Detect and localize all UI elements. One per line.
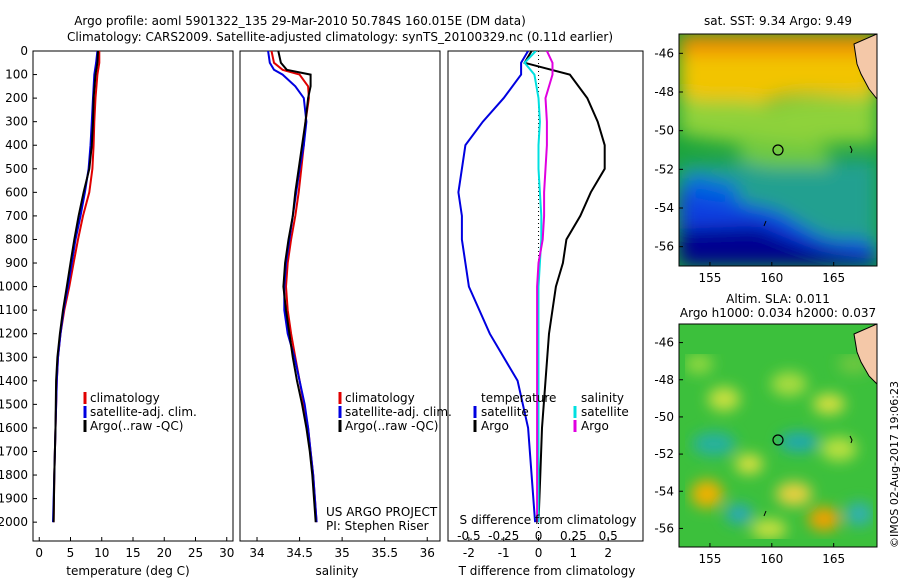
temp-line-argo xyxy=(52,51,99,523)
diff-x-tick-3: 1 xyxy=(570,546,578,560)
sst-map-ytick-5: -56 xyxy=(654,240,674,254)
sal-x-tick-4: 36 xyxy=(420,546,435,560)
depth-tick-17: 1700 xyxy=(0,444,28,458)
diff-line-t-argo xyxy=(523,51,606,523)
diff-xlabel: T difference from climatology xyxy=(458,564,636,578)
diff-legend-s-argo: Argo xyxy=(581,419,609,433)
sal-legend-climatology: climatology xyxy=(345,391,415,405)
depth-tick-9: 900 xyxy=(5,256,28,270)
diff-line-s-satellite xyxy=(523,51,543,523)
sst-map-xtick-2: 165 xyxy=(822,271,845,285)
sla-map-xtick-1: 160 xyxy=(760,552,783,566)
diff-x-tick-1: -1 xyxy=(498,546,510,560)
sla-map-ytick-1: -48 xyxy=(654,373,674,387)
diff-x2-tick-3: 0.25 xyxy=(560,529,587,543)
temp-x-tick-1: 5 xyxy=(67,546,75,560)
depth-tick-6: 600 xyxy=(5,185,28,199)
sst-map-ytick-0: -46 xyxy=(654,46,674,60)
sal-x-tick-1: 34.5 xyxy=(286,546,313,560)
sst-map-title: sat. SST: 9.34 Argo: 9.49 xyxy=(703,14,853,28)
depth-tick-10: 1000 xyxy=(0,280,28,294)
diff-line-s-argo xyxy=(536,51,554,523)
diff-x2-tick-1: -0.25 xyxy=(488,529,519,543)
diff-x2-tick-4: 0.5 xyxy=(599,529,618,543)
depth-tick-11: 1100 xyxy=(0,303,28,317)
temp-x-tick-3: 15 xyxy=(125,546,140,560)
diff-x-tick-4: 2 xyxy=(604,546,612,560)
sal-x-tick-3: 35.5 xyxy=(371,546,398,560)
sst-map-xtick-1: 160 xyxy=(760,271,783,285)
diff-x2-tick-2: 0 xyxy=(535,529,543,543)
temp-x-tick-0: 0 xyxy=(35,546,43,560)
temp-legend-climatology: climatology xyxy=(90,391,160,405)
sal-line-argo xyxy=(277,51,317,523)
sst-map xyxy=(678,33,878,267)
sst-map-ytick-2: -50 xyxy=(654,124,674,138)
diff-legend-temperature: temperature xyxy=(481,391,557,405)
project-label: US ARGO PROJECT xyxy=(326,505,438,519)
temp-x-tick-2: 10 xyxy=(94,546,109,560)
diff-line-t-satellite xyxy=(457,51,537,523)
depth-tick-13: 1300 xyxy=(0,350,28,364)
temp-x-tick-4: 20 xyxy=(157,546,172,560)
sla-map-ytick-0: -46 xyxy=(654,336,674,350)
diff-x-tick-2: 0 xyxy=(535,546,543,560)
depth-tick-12: 1200 xyxy=(0,327,28,341)
depth-tick-3: 300 xyxy=(5,115,28,129)
temp-legend-satellite: satellite-adj. clim. xyxy=(90,405,197,419)
sla-map-ytick-4: -54 xyxy=(654,484,674,498)
depth-tick-8: 800 xyxy=(5,232,28,246)
sla-map-ytick-2: -50 xyxy=(654,410,674,424)
sla-map-xtick-2: 165 xyxy=(822,552,845,566)
sst-map-ytick-3: -52 xyxy=(654,162,674,176)
depth-tick-15: 1500 xyxy=(0,397,28,411)
temp-plot-frame xyxy=(32,50,234,542)
timestamp: ©IMOS 02-Aug-2017 19:06:23 xyxy=(888,381,900,548)
diff-x2-tick-0: -0.5 xyxy=(457,529,480,543)
sal-legend-satellite: satellite-adj. clim. xyxy=(345,405,452,419)
diff-x-tick-0: -2 xyxy=(463,546,475,560)
diff-legend-salinity: salinity xyxy=(581,391,625,405)
sal-legend-argo: Argo(..raw -QC) xyxy=(345,419,439,433)
depth-tick-7: 700 xyxy=(5,209,28,223)
depth-tick-5: 500 xyxy=(5,162,28,176)
diff-legend-s-satellite: satellite xyxy=(581,405,629,419)
pi-label: PI: Stephen Riser xyxy=(326,519,429,533)
depth-tick-2: 200 xyxy=(5,91,28,105)
sla-map-title-2: Argo h1000: 0.034 h2000: 0.037 xyxy=(679,306,877,320)
diff-legend-t-argo: Argo xyxy=(481,419,509,433)
depth-tick-0: 0 xyxy=(20,44,28,58)
sst-map-xtick-0: 155 xyxy=(698,271,721,285)
diff-x2label: S difference from climatology xyxy=(459,513,637,527)
sst-map-ytick-4: -54 xyxy=(654,201,674,215)
diff-legend-t-satellite: satellite xyxy=(481,405,529,419)
sla-map-ytick-3: -52 xyxy=(654,447,674,461)
temp-xlabel: temperature (deg C) xyxy=(66,564,190,578)
depth-tick-18: 1800 xyxy=(0,468,28,482)
title-line-1: Argo profile: aoml 5901322_135 29-Mar-20… xyxy=(74,14,526,28)
temp-x-tick-5: 25 xyxy=(188,546,203,560)
sal-x-tick-0: 34 xyxy=(249,546,264,560)
depth-tick-16: 1600 xyxy=(0,421,28,435)
depth-tick-4: 400 xyxy=(5,138,28,152)
sla-map-xtick-0: 155 xyxy=(698,552,721,566)
depth-tick-19: 1900 xyxy=(0,492,28,506)
sla-map-ytick-5: -56 xyxy=(654,521,674,535)
sla-map-title-1: Altim. SLA: 0.011 xyxy=(726,292,830,306)
depth-tick-1: 100 xyxy=(5,68,28,82)
sst-map-ytick-1: -48 xyxy=(654,85,674,99)
title-line-2: Climatology: CARS2009. Satellite-adjuste… xyxy=(66,30,614,44)
diff-plot-frame xyxy=(447,50,644,542)
sal-xlabel: salinity xyxy=(315,564,359,578)
depth-tick-20: 2000 xyxy=(0,515,28,529)
temp-legend-argo: Argo(..raw -QC) xyxy=(90,419,184,433)
sla-map xyxy=(678,323,878,548)
temp-x-tick-6: 30 xyxy=(219,546,234,560)
depth-tick-14: 1400 xyxy=(0,374,28,388)
sal-plot-frame xyxy=(239,50,441,542)
sal-x-tick-2: 35 xyxy=(334,546,349,560)
